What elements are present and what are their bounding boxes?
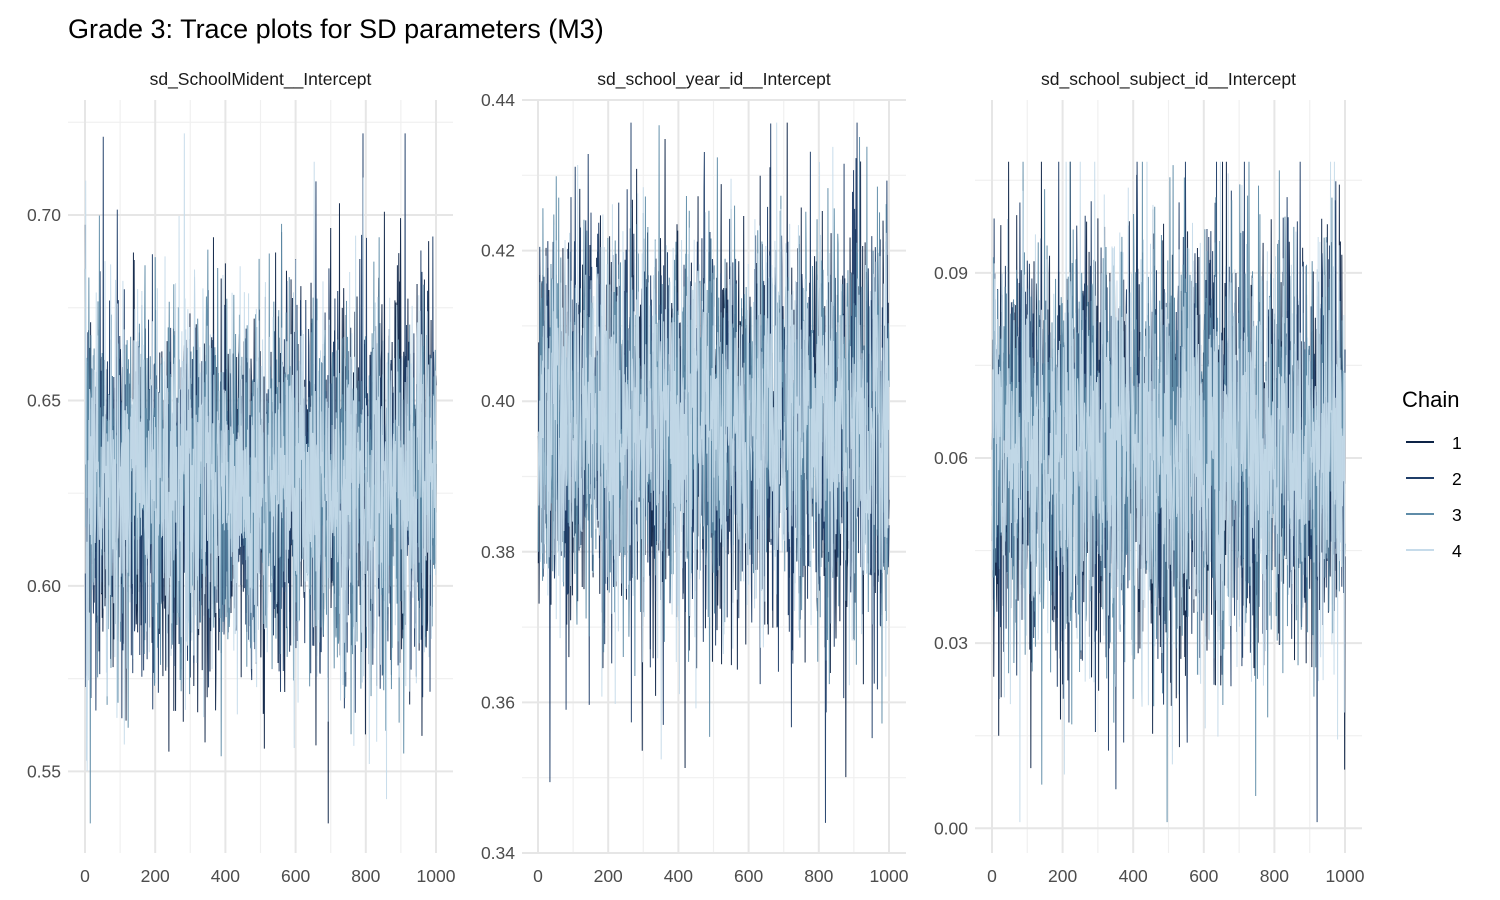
strip-label: sd_SchoolMident__Intercept [150,69,372,90]
y-tick-label: 0.00 [934,818,968,838]
strip-label: sd_school_year_id__Intercept [597,69,831,90]
legend: Chain 1 2 3 4 [1402,387,1462,561]
y-tick-label: 0.60 [27,576,61,596]
y-tick-label: 0.34 [481,843,515,863]
x-tick-label: 400 [211,866,240,886]
x-tick-label: 200 [1048,866,1077,886]
panel-2: sd_school_year_id__Intercept 0.34 0.36 0.38… [481,69,909,886]
y-tick-label: 0.40 [481,391,515,411]
legend-label: 2 [1452,469,1462,489]
y-tick-label: 0.55 [27,761,61,781]
x-tick-label: 600 [1189,866,1218,886]
x-tick-label: 600 [734,866,763,886]
panel-1: sd_SchoolMident__Intercept 0.55 0.60 0.65 0.… [27,69,456,886]
y-tick-label: 0.09 [934,263,968,283]
panel-3: sd_school_subject_id__Intercept 0.00 0.03 0… [934,69,1365,886]
x-tick-label: 200 [141,866,170,886]
y-tick-label: 0.03 [934,633,968,653]
y-tick-label: 0.06 [934,448,968,468]
legend-label: 1 [1452,433,1462,453]
y-tick-label: 0.65 [27,390,61,410]
trace-chain-4 [537,122,890,760]
x-tick-label: 1000 [1326,866,1365,886]
x-tick-label: 1000 [417,866,456,886]
trace-chain-4 [991,161,1346,823]
y-tick-label: 0.42 [481,241,515,261]
strip-label: sd_school_subject_id__Intercept [1041,69,1296,90]
x-tick-label: 400 [1119,866,1148,886]
x-tick-label: 200 [594,866,623,886]
y-tick-label: 0.44 [481,90,515,110]
x-tick-label: 1000 [870,866,909,886]
x-tick-label: 800 [1260,866,1289,886]
legend-title: Chain [1402,387,1459,412]
legend-label: 4 [1452,541,1462,561]
legend-label: 3 [1452,505,1462,525]
y-tick-label: 0.70 [27,205,61,225]
y-tick-label: 0.36 [481,692,515,712]
x-tick-label: 0 [533,866,543,886]
y-tick-label: 0.38 [481,542,515,562]
x-tick-label: 600 [281,866,310,886]
trace-chain-4 [84,133,437,800]
x-tick-label: 800 [351,866,380,886]
x-tick-label: 0 [80,866,90,886]
x-tick-label: 800 [804,866,833,886]
x-tick-label: 0 [987,866,997,886]
chart-title: Grade 3: Trace plots for SD parameters (… [68,14,604,44]
x-tick-label: 400 [664,866,693,886]
